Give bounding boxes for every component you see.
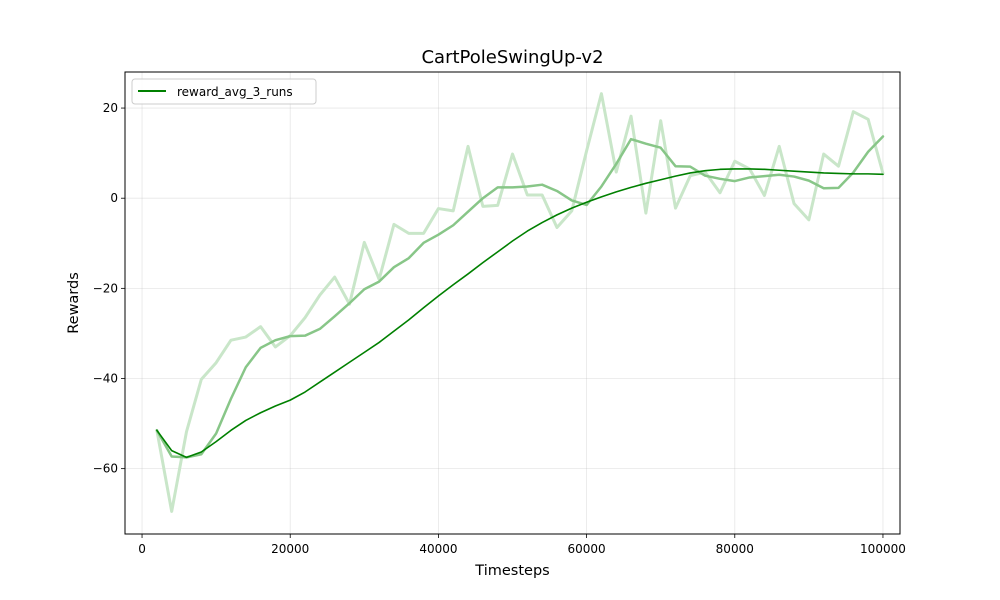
y-tick-label: −60 <box>93 462 118 476</box>
x-tick-label: 20000 <box>271 542 309 556</box>
legend: reward_avg_3_runs <box>131 78 317 105</box>
moving-average-series-line <box>155 135 885 459</box>
x-tick-label: 100000 <box>860 542 906 556</box>
x-tick-label: 60000 <box>567 542 605 556</box>
y-tick-label: 20 <box>103 101 118 115</box>
x-tick-label: 0 <box>138 542 146 556</box>
y-tick-label: 0 <box>110 191 118 205</box>
chart-title: CartPoleSwingUp-v2 <box>421 47 603 68</box>
y-tick-label: −40 <box>93 371 118 385</box>
y-axis-label: Rewards <box>66 272 82 334</box>
ticks: 0 20000 40000 60000 80000 100000 20 0 −20 −40 −60 <box>93 101 906 556</box>
y-tick-label: −20 <box>93 281 118 295</box>
legend-label: reward_avg_3_runs <box>177 85 293 99</box>
raw-series-line <box>155 92 885 513</box>
series-layer <box>155 92 885 513</box>
x-axis-label: Timesteps <box>474 563 549 579</box>
x-tick-label: 40000 <box>419 542 457 556</box>
legend-frame <box>131 78 317 105</box>
smoothed-series-line <box>156 168 884 459</box>
axes-frame <box>124 71 901 535</box>
x-tick-label: 80000 <box>716 542 754 556</box>
grid <box>125 72 900 534</box>
